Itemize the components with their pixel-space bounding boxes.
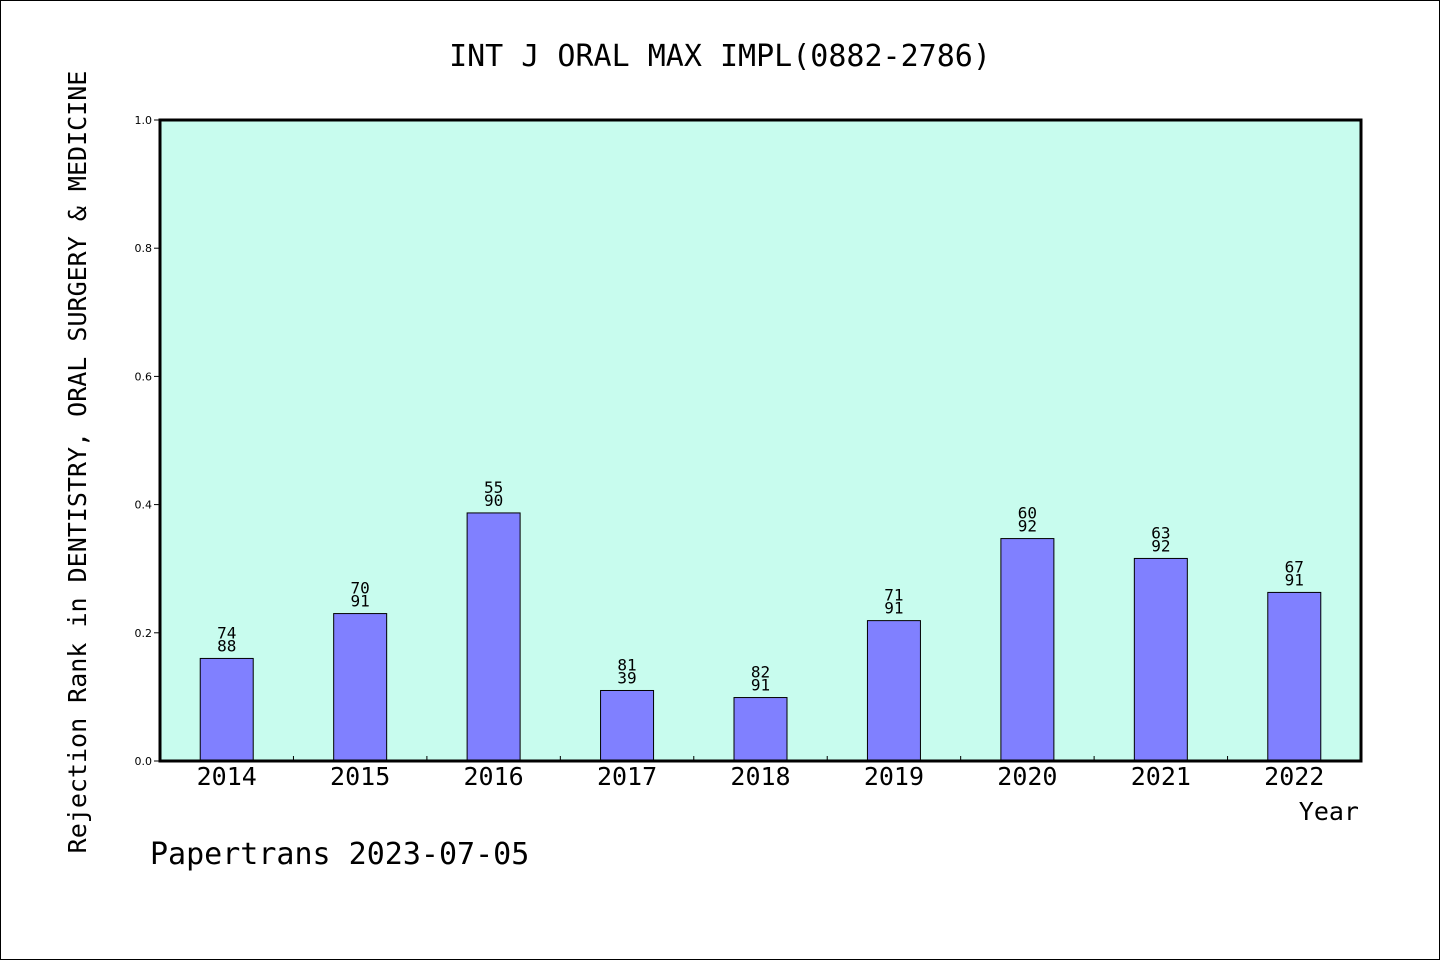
bar-label-top: 63 xyxy=(1151,523,1170,542)
bar xyxy=(1000,538,1055,762)
x-tick-label: 2014 xyxy=(197,762,257,791)
y-axis-label: Rejection Rank in DENTISTRY, ORAL SURGER… xyxy=(63,71,92,854)
bar-label-top: 67 xyxy=(1285,557,1304,576)
x-tick-label: 2021 xyxy=(1131,762,1191,791)
x-tick-label: 2022 xyxy=(1264,762,1324,791)
x-tick-label: 2016 xyxy=(464,762,524,791)
x-tick-label: 2020 xyxy=(997,762,1057,791)
x-axis: 2014 2015 2016 2017 2018 2019 2020 2021 2022 xyxy=(197,756,1324,791)
bar-label-top: 70 xyxy=(351,579,370,598)
y-tick-label: 0.0 xyxy=(135,755,153,768)
bar xyxy=(333,613,388,762)
y-tick-label: 0.2 xyxy=(135,627,153,640)
bar-label-bottom: 91 xyxy=(351,592,370,611)
y-tick-label: 0.8 xyxy=(135,242,153,255)
bar-label-bottom: 92 xyxy=(1151,536,1170,555)
bar-label-bottom: 88 xyxy=(217,636,236,655)
bar xyxy=(1267,591,1322,762)
bar-label-top: 74 xyxy=(217,623,236,642)
bar xyxy=(733,697,788,762)
bar xyxy=(1133,557,1188,762)
bar-label-bottom: 91 xyxy=(751,676,770,695)
bar xyxy=(866,620,921,762)
bar-label-bottom: 90 xyxy=(484,491,503,510)
bar-label-top: 60 xyxy=(1018,504,1037,523)
y-tick-label: 0.4 xyxy=(135,499,153,512)
bar-label-bottom: 92 xyxy=(1018,517,1037,536)
bar-label-top: 81 xyxy=(617,655,636,674)
y-tick-label: 1.0 xyxy=(135,114,153,127)
bar-label-top: 82 xyxy=(751,663,770,682)
x-tick-label: 2019 xyxy=(864,762,924,791)
x-axis-label: Year xyxy=(1299,797,1359,826)
plot-border xyxy=(158,118,1363,763)
bar-label-bottom: 91 xyxy=(884,599,903,618)
x-tick-label: 2018 xyxy=(730,762,790,791)
x-tick-label: 2017 xyxy=(597,762,657,791)
bar-series xyxy=(199,512,1322,762)
bar-label-top: 55 xyxy=(484,478,503,497)
x-tick-label: 2015 xyxy=(330,762,390,791)
y-axis: 0.0 0.2 0.4 0.6 0.8 1.0 xyxy=(135,114,160,768)
bar xyxy=(199,657,254,762)
chart-title: INT J ORAL MAX IMPL(0882-2786) xyxy=(449,39,991,74)
bar xyxy=(466,512,521,762)
bar-label-bottom: 91 xyxy=(1285,570,1304,589)
watermark-text: Papertrans 2023-07-05 xyxy=(150,837,529,872)
bar-label-top: 71 xyxy=(884,586,903,605)
bar xyxy=(600,689,655,762)
bar-label-bottom: 39 xyxy=(617,668,636,687)
y-tick-label: 0.6 xyxy=(135,370,153,383)
